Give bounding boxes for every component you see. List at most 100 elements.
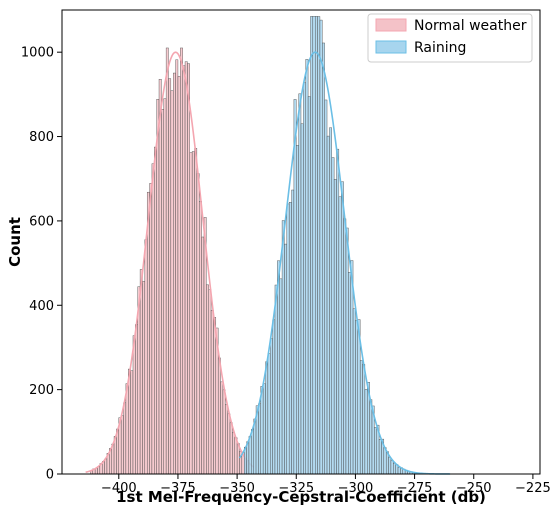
histogram-bar [104, 458, 108, 475]
histogram-bar [232, 431, 235, 475]
x-tick-label: −250 [456, 481, 492, 496]
histogram-bar [388, 457, 392, 475]
histogram-bar [199, 201, 202, 475]
x-tick-label: −225 [515, 481, 550, 496]
histogram-bar [191, 151, 195, 475]
y-tick-label: 800 [29, 130, 54, 145]
legend-swatch-raining [375, 40, 407, 54]
histogram-bar [142, 281, 146, 475]
histogram-bar [390, 460, 394, 475]
histogram-bar [286, 203, 290, 475]
histogram-bar [262, 383, 266, 475]
histogram-bar [324, 99, 328, 475]
histogram-bar [284, 243, 288, 475]
histogram-bar [156, 99, 160, 475]
histogram-bar [260, 386, 264, 475]
histogram-bar [130, 370, 134, 475]
x-tick-label: −275 [397, 481, 433, 496]
histogram-bar [154, 146, 157, 475]
x-tick-label: −350 [219, 481, 255, 496]
histogram-bar [168, 78, 172, 475]
histogram-bar [333, 179, 337, 475]
histogram-bar [189, 152, 193, 475]
histogram-bar [369, 399, 373, 475]
histogram-bar [187, 63, 190, 475]
histogram-bar [314, 16, 318, 475]
histogram-bar [217, 357, 221, 475]
histogram-bar [352, 308, 356, 475]
histogram-bar [213, 317, 217, 475]
histogram-bar [274, 284, 278, 475]
legend-label-normal-weather: Normal weather [414, 18, 527, 34]
histogram-bar [146, 191, 150, 475]
histogram-bar [305, 59, 309, 475]
histogram-bar [355, 320, 358, 475]
plot-area [85, 16, 451, 475]
histogram-bar [397, 467, 401, 475]
histogram-bar [322, 42, 325, 475]
histogram-bar [151, 163, 155, 475]
histogram-bar [225, 404, 228, 475]
histogram-bar [208, 289, 212, 475]
histogram-bar [303, 82, 306, 475]
histogram-bar [123, 402, 127, 475]
x-tick-label: −325 [278, 481, 314, 496]
histogram-bar [144, 239, 148, 475]
histogram-bar [298, 93, 302, 475]
histogram-bar [203, 217, 207, 475]
histogram-bar [319, 19, 323, 475]
plot-frame [61, 9, 541, 475]
histogram-bar [288, 202, 292, 475]
histogram-bar [326, 135, 330, 475]
histogram-bar [177, 76, 181, 475]
histogram-bar [220, 381, 224, 475]
histogram-bar [132, 335, 136, 475]
histogram-bar [312, 16, 316, 475]
histogram-bar [350, 260, 354, 475]
histogram-bar [272, 319, 276, 475]
histogram-bar [345, 227, 349, 475]
histogram-bar [293, 99, 297, 475]
kde-curve [238, 51, 451, 475]
histogram-bar [206, 284, 209, 475]
x-tick-label: −400 [101, 481, 137, 496]
histogram-bar [331, 157, 335, 475]
histogram-bar [173, 72, 176, 475]
legend-box [367, 13, 533, 63]
legend-label-raining: Raining [414, 40, 466, 56]
histogram-bar [277, 260, 280, 475]
histogram-bar [338, 196, 342, 475]
histogram-bar [296, 145, 299, 475]
histogram-bar [158, 79, 162, 475]
histogram-bar [267, 353, 271, 475]
histogram-bar [201, 236, 205, 475]
series-raining [238, 16, 451, 475]
histogram-bar [307, 96, 311, 475]
histogram-bar [175, 59, 179, 475]
axes: −400 −375 −350 −325 −300 −275 −250 −225 0 200 400 6… [21, 9, 550, 496]
histogram-bar [362, 364, 366, 475]
histogram-bar [258, 403, 261, 475]
histogram-bar [317, 16, 321, 475]
histogram-bar [329, 127, 332, 475]
legend-swatch-normal-weather [375, 18, 407, 32]
histogram-bar [120, 415, 124, 475]
histogram-bar [229, 422, 233, 475]
y-tick-label: 0 [46, 468, 54, 483]
histogram-bar [253, 418, 257, 475]
histogram-bar [281, 220, 285, 475]
histogram-bar [341, 181, 344, 475]
histogram-bar [125, 383, 129, 475]
histogram-bar [359, 360, 363, 475]
x-tick-label: −375 [160, 481, 196, 496]
y-axis-title: Count [6, 217, 24, 267]
histogram-bar [234, 437, 238, 475]
histogram-bar [364, 389, 368, 475]
histogram-bar [378, 439, 382, 475]
y-tick-label: 200 [29, 383, 54, 398]
histogram-bar [310, 16, 314, 475]
histogram-bar [374, 427, 377, 475]
histogram-bar [128, 368, 131, 475]
y-tick-label: 400 [29, 299, 54, 314]
histogram-bar [248, 436, 252, 475]
